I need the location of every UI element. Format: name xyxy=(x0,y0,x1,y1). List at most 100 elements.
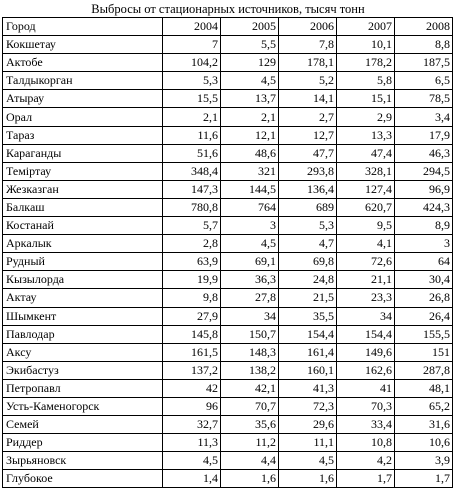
value-cell[interactable]: 34 xyxy=(220,306,279,326)
value-cell[interactable]: 13,7 xyxy=(220,89,279,109)
value-cell[interactable]: 17,9 xyxy=(394,125,453,145)
city-cell[interactable]: Талдыкорган xyxy=(2,71,163,91)
city-cell[interactable]: Кокшетау xyxy=(2,35,163,55)
value-cell[interactable]: 161,5 xyxy=(162,342,221,362)
value-cell[interactable]: 162,6 xyxy=(336,360,395,380)
value-cell[interactable]: 31,6 xyxy=(394,415,453,435)
value-cell[interactable]: 13,3 xyxy=(336,125,395,145)
city-cell[interactable]: Караганды xyxy=(2,143,163,163)
value-cell[interactable]: 46,3 xyxy=(394,143,453,163)
value-cell[interactable]: 4,4 xyxy=(220,451,279,471)
value-cell[interactable]: 5,5 xyxy=(220,35,279,55)
city-cell[interactable]: Актобе xyxy=(2,53,163,73)
city-cell[interactable]: Жезказган xyxy=(2,179,163,199)
value-cell[interactable]: 48,1 xyxy=(394,378,453,398)
value-cell[interactable]: 154,4 xyxy=(336,324,395,344)
value-cell[interactable]: 147,3 xyxy=(162,179,221,199)
value-cell[interactable]: 4,5 xyxy=(162,451,221,471)
value-cell[interactable]: 4,5 xyxy=(278,451,337,471)
value-cell[interactable]: 10,8 xyxy=(336,433,395,453)
value-cell[interactable]: 764 xyxy=(220,197,279,218)
value-cell[interactable]: 321 xyxy=(220,161,279,181)
value-cell[interactable]: 14,1 xyxy=(278,89,337,109)
value-cell[interactable]: 11,2 xyxy=(220,433,279,453)
value-cell[interactable]: 9,5 xyxy=(336,216,395,236)
value-cell[interactable]: 7 xyxy=(162,35,221,55)
value-cell[interactable]: 10,1 xyxy=(336,35,395,55)
value-cell[interactable]: 144,5 xyxy=(220,179,279,199)
value-cell[interactable]: 3 xyxy=(220,216,279,236)
value-cell[interactable]: 178,2 xyxy=(336,53,395,73)
value-cell[interactable]: 1,4 xyxy=(162,469,221,488)
value-cell[interactable]: 3,9 xyxy=(394,451,453,471)
value-cell[interactable]: 12,1 xyxy=(220,125,279,145)
value-cell[interactable]: 41,3 xyxy=(278,378,337,398)
city-cell[interactable]: Павлодар xyxy=(2,324,163,344)
value-cell[interactable]: 15,1 xyxy=(336,89,395,109)
value-cell[interactable]: 127,4 xyxy=(336,179,395,199)
value-cell[interactable]: 154,4 xyxy=(278,324,337,344)
value-cell[interactable]: 5,3 xyxy=(278,216,337,236)
city-cell[interactable]: Аркалык xyxy=(2,234,163,254)
city-cell[interactable]: Риддер xyxy=(2,433,163,453)
value-cell[interactable]: 3 xyxy=(394,234,453,254)
city-cell[interactable]: Зырьяновск xyxy=(2,451,163,471)
city-cell[interactable]: Балкаш xyxy=(2,197,163,218)
value-cell[interactable]: 4,5 xyxy=(220,71,279,91)
value-cell[interactable]: 78,5 xyxy=(394,89,453,109)
value-cell[interactable]: 294,5 xyxy=(394,161,453,181)
city-cell[interactable]: Петропавл xyxy=(2,378,163,398)
value-cell[interactable]: 64 xyxy=(394,252,453,272)
value-cell[interactable]: 5,2 xyxy=(278,71,337,91)
value-cell[interactable]: 41 xyxy=(336,378,395,398)
value-cell[interactable]: 138,2 xyxy=(220,360,279,380)
value-cell[interactable]: 26,8 xyxy=(394,288,453,308)
value-cell[interactable]: 27,8 xyxy=(220,288,279,308)
value-cell[interactable]: 161,4 xyxy=(278,342,337,362)
value-cell[interactable]: 48,6 xyxy=(220,143,279,163)
value-cell[interactable]: 96,9 xyxy=(394,179,453,199)
city-cell[interactable]: Глубокое xyxy=(2,469,163,488)
value-cell[interactable]: 42 xyxy=(162,378,221,398)
value-cell[interactable]: 4,5 xyxy=(220,234,279,254)
value-cell[interactable]: 29,6 xyxy=(278,415,337,435)
value-cell[interactable]: 47,7 xyxy=(278,143,337,163)
value-cell[interactable]: 11,6 xyxy=(162,125,221,145)
value-cell[interactable]: 72,6 xyxy=(336,252,395,272)
value-cell[interactable]: 8,9 xyxy=(394,216,453,236)
value-cell[interactable]: 69,8 xyxy=(278,252,337,272)
city-cell[interactable]: Кызылорда xyxy=(2,270,163,290)
value-cell[interactable]: 137,2 xyxy=(162,360,221,380)
value-cell[interactable]: 689 xyxy=(278,197,337,218)
value-cell[interactable]: 129 xyxy=(220,53,279,73)
value-cell[interactable]: 12,7 xyxy=(278,125,337,145)
value-cell[interactable]: 8,8 xyxy=(394,35,453,55)
value-cell[interactable]: 149,6 xyxy=(336,342,395,362)
value-cell[interactable]: 3,4 xyxy=(394,107,453,127)
city-cell[interactable]: Семей xyxy=(2,415,163,435)
city-cell[interactable]: Орал xyxy=(2,107,163,127)
value-cell[interactable]: 35,5 xyxy=(278,306,337,326)
value-cell[interactable]: 150,7 xyxy=(220,324,279,344)
value-cell[interactable]: 27,9 xyxy=(162,306,221,326)
value-cell[interactable]: 11,1 xyxy=(278,433,337,453)
value-cell[interactable]: 4,2 xyxy=(336,451,395,471)
value-cell[interactable]: 11,3 xyxy=(162,433,221,453)
value-cell[interactable]: 145,8 xyxy=(162,324,221,344)
value-cell[interactable]: 70,7 xyxy=(220,396,279,417)
city-cell[interactable]: Экибастуз xyxy=(2,360,163,380)
city-cell[interactable]: Темiртау xyxy=(2,161,163,181)
value-cell[interactable]: 620,7 xyxy=(336,197,395,218)
value-cell[interactable]: 1,7 xyxy=(336,469,395,488)
city-cell[interactable]: Атырау xyxy=(2,89,163,109)
value-cell[interactable]: 2,1 xyxy=(162,107,221,127)
value-cell[interactable]: 187,5 xyxy=(394,53,453,73)
value-cell[interactable]: 15,5 xyxy=(162,89,221,109)
value-cell[interactable]: 63,9 xyxy=(162,252,221,272)
value-cell[interactable]: 30,4 xyxy=(394,270,453,290)
value-cell[interactable]: 424,3 xyxy=(394,197,453,218)
value-cell[interactable]: 6,5 xyxy=(394,71,453,91)
value-cell[interactable]: 5,8 xyxy=(336,71,395,91)
city-cell[interactable]: Аксу xyxy=(2,342,163,362)
value-cell[interactable]: 33,4 xyxy=(336,415,395,435)
